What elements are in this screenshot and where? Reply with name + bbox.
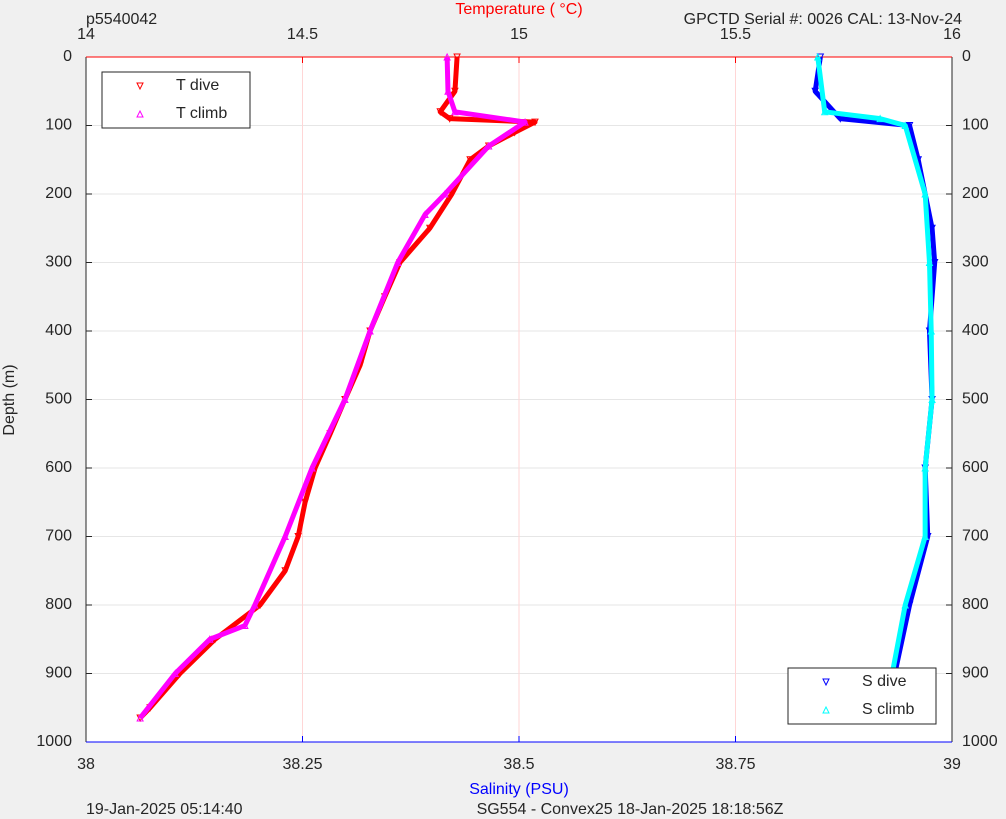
footer-center: SG554 - Convex25 18-Jan-2025 18:18:56Z <box>477 801 784 818</box>
legend-label: T climb <box>176 105 227 122</box>
marker <box>466 156 474 164</box>
marker <box>241 621 249 630</box>
marker <box>928 395 936 403</box>
y-tick-label: 400 <box>45 322 72 339</box>
marker <box>136 713 144 722</box>
marker <box>443 52 451 61</box>
marker <box>445 115 454 123</box>
legend-label: S dive <box>862 673 907 690</box>
marker <box>876 114 884 123</box>
marker <box>901 121 910 129</box>
legend-label: S climb <box>862 701 915 718</box>
marker <box>813 52 822 61</box>
marker <box>171 669 180 677</box>
y-tick-label: 0 <box>63 48 72 65</box>
marker <box>905 122 914 130</box>
marker <box>341 395 349 403</box>
marker <box>484 141 493 150</box>
marker <box>930 259 939 267</box>
x-tick-label: 38.25 <box>282 756 322 773</box>
marker <box>393 258 402 266</box>
marker <box>901 600 910 609</box>
marker <box>921 189 929 198</box>
y2-tick-label: 800 <box>962 596 989 613</box>
marker <box>925 258 934 266</box>
x2-tick-label: 16 <box>943 26 961 43</box>
y2-tick-label: 500 <box>962 391 989 408</box>
chart-title: p5540042 <box>86 11 157 28</box>
marker <box>451 107 459 116</box>
marker <box>921 532 929 540</box>
marker <box>811 87 819 96</box>
footer-left: 19-Jan-2025 05:14:40 <box>86 801 243 818</box>
x-tick-label: 38.5 <box>503 756 534 773</box>
y2-tick-label: 300 <box>962 254 989 271</box>
y2-tick-label: 1000 <box>962 733 998 750</box>
marker <box>421 210 429 219</box>
y-tick-label: 900 <box>45 665 72 682</box>
marker <box>453 53 461 62</box>
x2-axis-label: Temperature ( °C) <box>455 1 582 18</box>
x-tick-label: 38.75 <box>715 756 755 773</box>
x2-tick-label: 14 <box>77 26 95 43</box>
x2-tick-label: 14.5 <box>287 26 318 43</box>
marker <box>281 532 289 540</box>
marker <box>251 600 259 609</box>
legend-marker <box>822 678 830 687</box>
legend-label: T dive <box>176 77 219 94</box>
x-axis-label: Salinity (PSU) <box>469 781 569 798</box>
y-tick-label: 1000 <box>36 733 72 750</box>
marker <box>308 463 316 472</box>
marker <box>448 190 456 199</box>
marker <box>531 118 539 127</box>
subtitle: GPCTD Serial #: 0026 CAL: 13-Nov-24 <box>684 11 962 28</box>
marker <box>927 326 936 335</box>
marker <box>928 224 936 233</box>
marker <box>521 117 529 126</box>
legend-box <box>101 71 251 129</box>
legend-marker <box>136 109 144 118</box>
marker <box>451 87 459 96</box>
marker <box>436 108 445 116</box>
y2-tick-label: 900 <box>962 665 989 682</box>
y2-tick-label: 600 <box>962 459 989 476</box>
profile-line <box>815 56 935 719</box>
y-tick-label: 800 <box>45 596 72 613</box>
x2-tick-label: 15.5 <box>720 26 751 43</box>
marker <box>366 326 374 335</box>
x-tick-label: 39 <box>943 756 961 773</box>
legend-marker <box>822 705 830 714</box>
y-axis-label: Depth (m) <box>1 364 18 435</box>
marker <box>425 224 434 233</box>
marker <box>444 87 452 95</box>
marker <box>281 567 289 575</box>
y-tick-label: 100 <box>45 117 72 134</box>
y-tick-label: 500 <box>45 391 72 408</box>
profile-line <box>138 56 528 720</box>
x2-tick-label: 15 <box>510 26 528 43</box>
legend-marker <box>136 82 144 91</box>
y-tick-label: 700 <box>45 528 72 545</box>
marker <box>905 601 914 610</box>
y2-tick-label: 200 <box>962 185 989 202</box>
marker <box>301 498 309 507</box>
y2-tick-label: 100 <box>962 117 989 134</box>
marker <box>921 463 929 472</box>
y2-tick-label: 400 <box>962 322 989 339</box>
y2-tick-label: 700 <box>962 528 989 545</box>
marker <box>206 635 214 643</box>
legend-box <box>787 667 937 725</box>
marker <box>256 601 264 610</box>
x-tick-label: 38 <box>77 756 95 773</box>
y-tick-label: 600 <box>45 459 72 476</box>
y-tick-label: 200 <box>45 185 72 202</box>
marker <box>820 107 829 116</box>
y-tick-label: 300 <box>45 254 72 271</box>
marker <box>441 189 449 198</box>
marker <box>294 533 302 541</box>
y2-tick-label: 0 <box>962 48 971 65</box>
